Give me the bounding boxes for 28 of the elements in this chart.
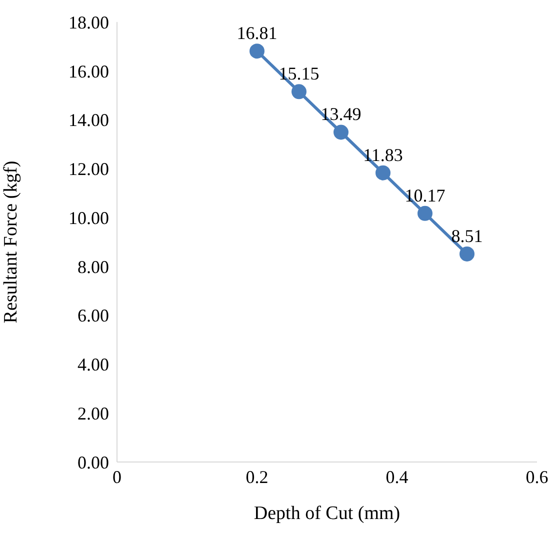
data-label: 8.51	[451, 226, 483, 246]
x-tick-label: 0.6	[526, 466, 548, 487]
x-tick-label: 0	[112, 466, 122, 487]
point	[418, 206, 432, 221]
y-tick-label: 6.00	[78, 306, 109, 326]
data-label: 10.17	[404, 185, 446, 206]
y-tick-label: 10.00	[68, 208, 109, 228]
data-label: 16.81	[236, 23, 278, 44]
data-label: 13.49	[320, 104, 362, 124]
y-tick-label: 14.00	[68, 110, 109, 130]
y-tick-label: 16.00	[68, 61, 109, 82]
y-tick-label: 4.00	[78, 354, 109, 375]
y-tick-label: 18.00	[68, 12, 109, 32]
point	[376, 165, 390, 180]
data-label: 15.15	[278, 64, 320, 84]
x-tick-label: 0.2	[246, 466, 268, 487]
x-axis-title: Depth of Cut (mm)	[254, 503, 400, 524]
y-tick-label: 2.00	[78, 404, 109, 424]
y-tick-label: 0.00	[78, 452, 109, 472]
y-tick-label: 8.00	[78, 256, 109, 277]
point	[250, 44, 264, 59]
point	[460, 246, 474, 262]
point	[334, 124, 348, 140]
point	[292, 84, 306, 100]
y-tick-label: 12.00	[68, 159, 109, 180]
data-label: 11.83	[363, 144, 403, 165]
x-tick-label: 0.4	[386, 466, 408, 487]
y-axis-title: Resultant Force (kgf)	[0, 160, 22, 324]
